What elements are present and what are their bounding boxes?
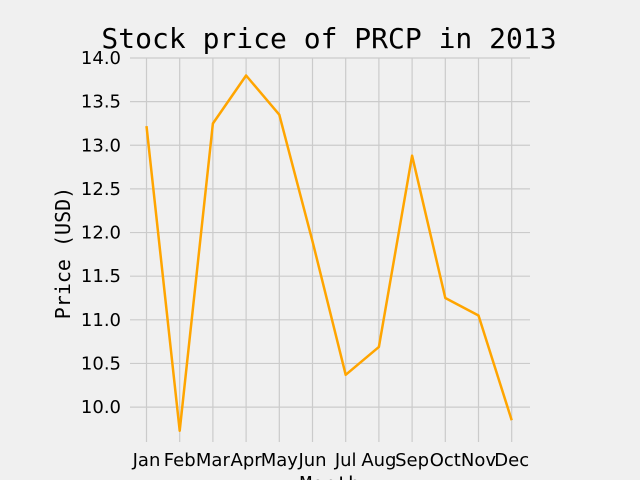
y-tick-label: 13.5 (81, 92, 121, 113)
series-layer (145, 74, 513, 432)
y-tick-label: 12.5 (81, 179, 121, 200)
y-tick-labels: 10.0 10.5 11.0 11.5 12.0 12.5 13.0 13.5 14.0 (81, 48, 121, 418)
x-tick-label: Apr (231, 450, 263, 471)
x-tick-label: Jan (132, 450, 161, 471)
x-tick-label: Nov (461, 450, 496, 471)
grid (130, 57, 530, 442)
y-tick-label: 14.0 (81, 48, 121, 69)
y-tick-label: 12.0 (81, 223, 121, 244)
x-tick-label: Oct (430, 450, 461, 471)
x-tick-label: Aug (361, 450, 396, 471)
y-tick-label: 10.0 (81, 397, 121, 418)
y-tick-label: 10.5 (81, 353, 121, 374)
x-tick-label: May (261, 450, 299, 471)
x-axis-label: Month (300, 472, 360, 480)
x-tick-label: Dec (494, 450, 529, 471)
x-tick-label: Jun (297, 450, 326, 471)
y-tick-label: 11.5 (81, 266, 121, 287)
chart-title: Stock price of PRCP in 2013 (101, 22, 556, 55)
x-tick-label: Mar (196, 450, 231, 471)
y-axis-label: Price (USD) (51, 187, 75, 319)
x-tick-label: Feb (164, 450, 196, 471)
series-line (145, 74, 513, 432)
y-tick-label: 13.0 (81, 135, 121, 156)
y-tick-label: 11.0 (81, 310, 121, 331)
x-tick-label: Sep (395, 450, 429, 471)
x-tick-label: Jul (334, 450, 357, 471)
